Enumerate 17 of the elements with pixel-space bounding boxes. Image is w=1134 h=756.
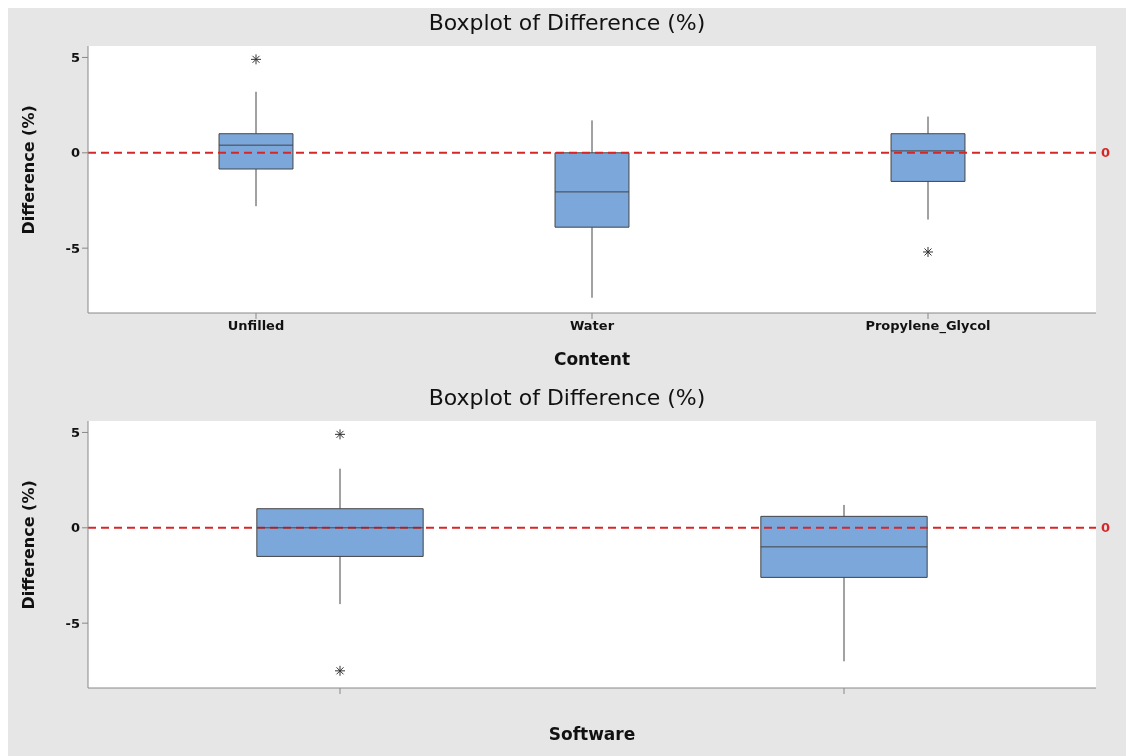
x-tick-label: Unfilled <box>227 318 285 334</box>
x-axis-title: Content <box>553 349 631 369</box>
y-tick-label: 5 <box>70 50 80 66</box>
y-tick-label: -5 <box>65 240 80 256</box>
x-axis-title: Software <box>548 724 636 744</box>
chart-title: Boxplot of Difference (%) <box>427 9 707 37</box>
x-tick-label: Water <box>569 318 615 334</box>
ref-line-label: 0 <box>1101 145 1111 161</box>
y-tick-label: 0 <box>70 145 80 161</box>
y-tick-label: 0 <box>70 520 80 536</box>
x-tick-label: Propylene_Glycol <box>865 318 991 335</box>
chart-title: Boxplot of Difference (%) <box>427 384 707 412</box>
y-tick-label: 5 <box>70 425 80 441</box>
y-tick-label: -5 <box>65 615 80 631</box>
y-axis-title: Difference (%) <box>18 105 38 235</box>
ref-line-label: 0 <box>1101 520 1111 536</box>
y-axis-title: Difference (%) <box>18 480 38 610</box>
